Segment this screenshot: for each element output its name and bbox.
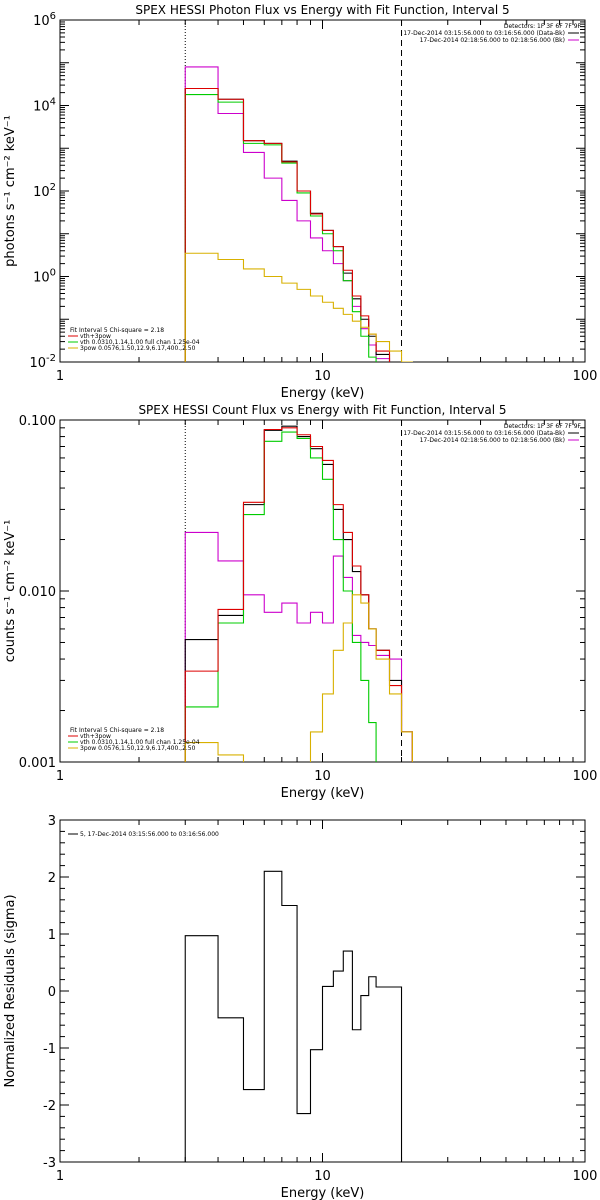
residual-panel: 1 10 100 -3 -2 -1 0 1 2 3 Energy (keV) Normalized R…: [3, 814, 597, 1200]
photon-panel: SPEX HESSI Photon Flux vs Energy with Fi…: [3, 3, 597, 401]
residual-y-tick-label: -2: [43, 1099, 56, 1114]
residual-y-tick-label: 1: [48, 928, 56, 943]
count-x-tick-label: 10: [314, 769, 331, 784]
count-legend-entry: 3pow 0.0576,1.50,12.9,6.17,400.,2.50: [80, 745, 196, 752]
photon-y-tick-label: 10-2: [29, 353, 56, 371]
photon-info-line: Detectors: 1F 3F 6F 7F 9F: [504, 23, 582, 30]
residual-y-tick-label: 2: [48, 871, 56, 886]
photon-legend-entry: 3pow 0.0576,1.50,12.9,6.17,400.,2.50: [80, 345, 196, 352]
count-x-axis-label: Energy (keV): [281, 786, 365, 801]
residual-y-tick-label: 0: [48, 985, 56, 1000]
photon-y-tick-label: 100: [33, 268, 56, 286]
photon-y-tick-base: 10: [33, 271, 50, 286]
count-info-line: 17-Dec-2014 02:18:56.000 to 02:18:56.000…: [420, 437, 565, 444]
photon-plot-area: [184, 66, 413, 362]
count-info-line: Detectors: 1F 3F 6F 7F 9F: [504, 423, 582, 430]
photon-series-fit-red: [184, 87, 391, 362]
photon-y-tick-exp: 6: [50, 11, 56, 22]
residual-x-tick-label: 1: [56, 1169, 64, 1184]
photon-y-tick-base: 10: [33, 185, 50, 200]
count-series-powerlaw: [184, 594, 413, 762]
photon-series-thermal: [184, 94, 377, 362]
count-y-tick-label: 0.010: [19, 585, 56, 600]
photon-title: SPEX HESSI Photon Flux vs Energy with Fi…: [135, 3, 509, 17]
residual-y-tick-label: 3: [48, 814, 56, 829]
count-legend-entry: vth+3pow: [80, 733, 111, 740]
count-title: SPEX HESSI Count Flux vs Energy with Fit…: [138, 403, 506, 417]
count-x-tick-label: 100: [573, 769, 598, 784]
photon-y-tick-exp: 2: [50, 182, 56, 193]
count-y-axis-label: counts s⁻¹ cm⁻² keV⁻¹: [3, 520, 18, 663]
photon-y-tick-label: 104: [33, 97, 56, 115]
photon-x-axis-label: Energy (keV): [281, 386, 365, 401]
count-legend-entry: vth 0.0310,1.14,1.00 full chan 1.25e-04: [80, 739, 200, 746]
photon-y-tick-exp: -2: [46, 353, 56, 364]
residual-x-axis-label: Energy (keV): [281, 1186, 365, 1200]
photon-y-tick-base: 10: [33, 100, 50, 115]
photon-legend-entry: vth 0.0310,1.14,1.00 full chan 1.25e-04: [80, 339, 200, 346]
residual-plot-area: [184, 870, 403, 1162]
residual-series-residuals: [184, 870, 403, 1162]
count-panel: SPEX HESSI Count Flux vs Energy with Fit…: [3, 403, 597, 801]
residual-y-axis-label: Normalized Residuals (sigma): [3, 894, 18, 1087]
residual-y-tick-label: -1: [43, 1042, 56, 1057]
photon-y-tick-base: 10: [29, 356, 46, 371]
count-plot-area: [184, 425, 413, 762]
photon-info-line: 17-Dec-2014 02:18:56.000 to 02:18:56.000…: [420, 37, 565, 44]
photon-x-tick-label: 100: [573, 369, 598, 384]
photon-y-tick-exp: 4: [50, 97, 56, 108]
photon-y-tick-label: 102: [33, 182, 56, 200]
count-info-line: 17-Dec-2014 03:15:56.000 to 03:16:56.000…: [403, 430, 565, 437]
residual-y-tick-label: -3: [43, 1156, 56, 1171]
photon-y-tick-exp: 0: [50, 268, 56, 279]
count-y-tick-label: 0.100: [19, 414, 56, 429]
photon-info-line: 17-Dec-2014 03:15:56.000 to 03:16:56.000…: [403, 30, 565, 37]
count-series-thermal: [184, 431, 377, 762]
photon-y-tick-base: 10: [33, 14, 50, 29]
residual-x-tick-label: 100: [573, 1169, 598, 1184]
photon-y-axis-label: photons s⁻¹ cm⁻² keV⁻¹: [3, 115, 18, 267]
count-legend-entry: Fit Interval 5 Chi-square = 2.18: [70, 727, 164, 734]
photon-series-powerlaw: [184, 252, 413, 362]
photon-legend-entry: vth+3pow: [80, 333, 111, 340]
count-y-tick-label: 0.001: [19, 756, 56, 771]
photon-x-tick-label: 10: [314, 369, 331, 384]
residual-x-tick-label: 10: [314, 1169, 331, 1184]
photon-legend-entry: Fit Interval 5 Chi-square = 2.18: [70, 327, 164, 334]
photon-x-tick-label: 1: [56, 369, 64, 384]
residual-legend-entry: 5, 17-Dec-2014 03:15:56.000 to 03:16:56.…: [80, 831, 219, 838]
count-x-tick-label: 1: [56, 769, 64, 784]
photon-y-tick-label: 106: [33, 11, 56, 29]
